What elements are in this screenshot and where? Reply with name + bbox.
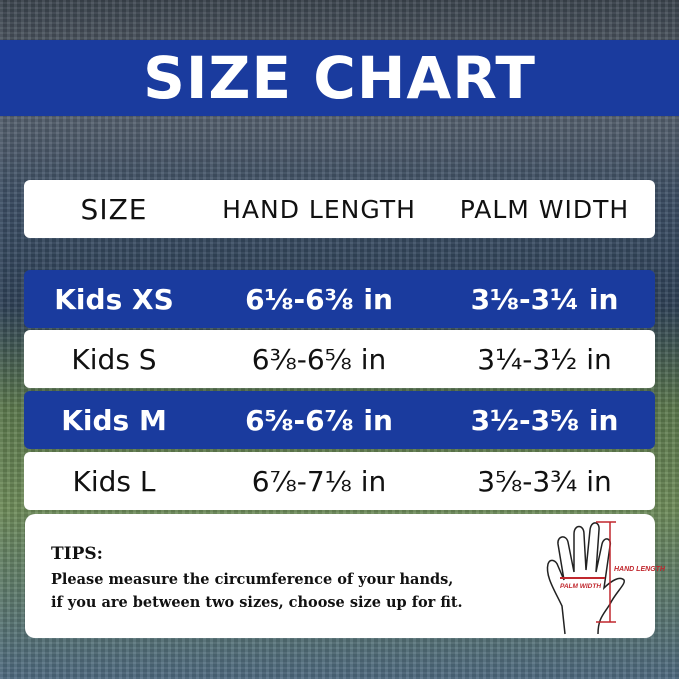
tips-line-1: Please measure the circumference of your…: [51, 571, 454, 588]
table-row: Kids L 6⅞-7⅛ in 3⅝-3¾ in: [24, 452, 655, 510]
header-hand-length: HAND LENGTH: [222, 194, 416, 224]
palm-width-label: PALM WIDTH: [560, 583, 601, 590]
header-row: SIZE HAND LENGTH PALM WIDTH: [24, 180, 655, 238]
size-cell: Kids S: [71, 342, 157, 376]
table-row: Kids XS 6⅛-6⅜ in 3⅛-3¼ in: [24, 270, 655, 328]
hand-length-label: HAND LENGTH: [614, 566, 666, 573]
title: SIZE CHART: [143, 44, 536, 112]
palm-width-cell: 3⅛-3¼ in: [470, 282, 619, 316]
size-cell: Kids M: [61, 403, 167, 437]
header-palm-width: PALM WIDTH: [459, 194, 630, 224]
header-size: SIZE: [80, 192, 148, 226]
tips-line-2: if you are between two sizes, choose siz…: [51, 594, 463, 611]
hand-length-cell: 6⅜-6⅝ in: [251, 342, 387, 376]
palm-width-cell: 3⅝-3¾ in: [477, 464, 612, 498]
hand-length-cell: 6⅛-6⅜ in: [245, 282, 393, 316]
palm-width-cell: 3½-3⅝ in: [470, 403, 619, 437]
table-row: Kids M 6⅝-6⅞ in 3½-3⅝ in: [24, 391, 655, 449]
hand-measure-diagram: HAND LENGTH PALM WIDTH: [546, 521, 666, 635]
title-banner: SIZE CHART: [0, 40, 679, 116]
size-cell: Kids L: [72, 464, 156, 498]
size-cell: Kids XS: [54, 282, 174, 316]
table-row: Kids S 6⅜-6⅝ in 3¼-3½ in: [24, 330, 655, 388]
tips-box: TIPS: Please measure the circumference o…: [25, 514, 666, 638]
hand-length-cell: 6⅞-7⅛ in: [251, 464, 387, 498]
hand-length-cell: 6⅝-6⅞ in: [245, 403, 393, 437]
tips-heading: TIPS:: [51, 544, 103, 564]
palm-width-cell: 3¼-3½ in: [477, 342, 612, 376]
